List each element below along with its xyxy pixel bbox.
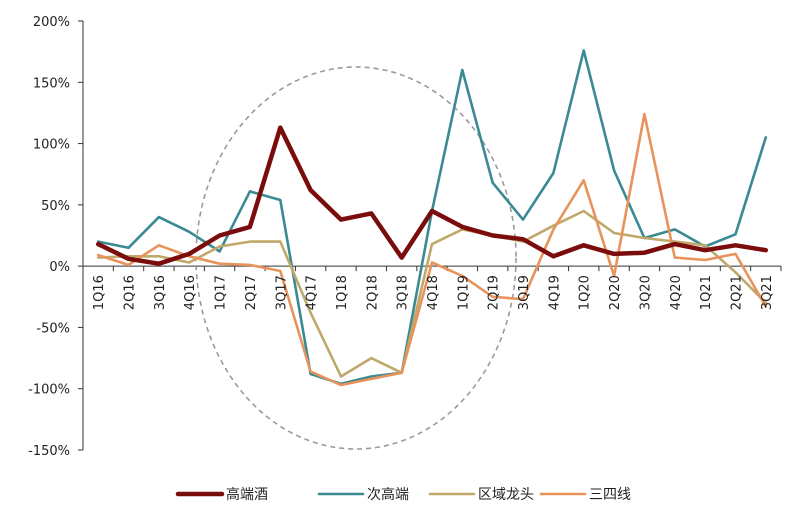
x-tick-label: 4Q20 — [669, 275, 684, 310]
x-tick-label: 1Q21 — [699, 275, 714, 310]
x-tick-label: 4Q16 — [183, 275, 198, 310]
x-tick-label: 1Q16 — [92, 275, 107, 310]
x-tick-label: 1Q20 — [578, 275, 593, 310]
x-tick-label: 3Q16 — [153, 275, 168, 310]
y-tick-label: -100% — [28, 383, 70, 398]
annotation-layer — [195, 66, 517, 450]
x-tick-label: 4Q19 — [547, 275, 562, 310]
y-tick-label: -150% — [28, 444, 70, 459]
x-tick-label: 2Q16 — [123, 275, 138, 310]
x-tick-label: 2Q21 — [729, 275, 744, 310]
y-tick-label: -50% — [36, 321, 70, 336]
y-tick-label: 0% — [49, 260, 70, 275]
x-tick-label: 1Q17 — [214, 275, 229, 310]
x-tick-label: 4Q17 — [305, 275, 320, 310]
y-tick-label: 200% — [33, 15, 70, 30]
x-tick-label: 1Q18 — [335, 275, 350, 310]
dashed-ellipse — [195, 66, 517, 450]
x-tick-label: 2Q17 — [244, 275, 259, 310]
y-tick-label: 150% — [33, 76, 70, 91]
axes — [78, 20, 782, 451]
x-tick-label: 3Q17 — [274, 275, 289, 310]
legend-label: 高端酒 — [226, 486, 268, 503]
legend-label: 区域龙头 — [478, 487, 534, 503]
x-tick-label: 3Q21 — [760, 275, 775, 310]
legend-label: 次高端 — [367, 486, 409, 503]
legend-label: 三四线 — [589, 487, 631, 503]
x-tick-label: 2Q19 — [487, 275, 502, 310]
x-tick-label: 3Q18 — [396, 275, 411, 310]
x-tick-label: 3Q19 — [517, 275, 532, 310]
legend: 高端酒 次高端 区域龙头 三四线 — [175, 486, 631, 503]
x-tick-label: 3Q20 — [638, 275, 653, 310]
x-tick-label: 1Q19 — [456, 275, 471, 310]
y-tick-label: 50% — [41, 199, 70, 214]
x-axis-ticks: 1Q16 2Q16 3Q16 4Q16 1Q17 2Q17 3Q17 4Q17 1Q18 2Q18… — [92, 275, 775, 310]
x-tick-label: 4Q18 — [426, 275, 441, 310]
y-tick-label: 100% — [33, 138, 70, 153]
x-tick-label: 2Q18 — [365, 275, 380, 310]
x-tick-label: 2Q20 — [608, 275, 623, 310]
series-lines — [95, 49, 769, 387]
y-axis-ticks: -150% -100% -50% 0% 50% 100% 150% 200% — [28, 15, 70, 459]
